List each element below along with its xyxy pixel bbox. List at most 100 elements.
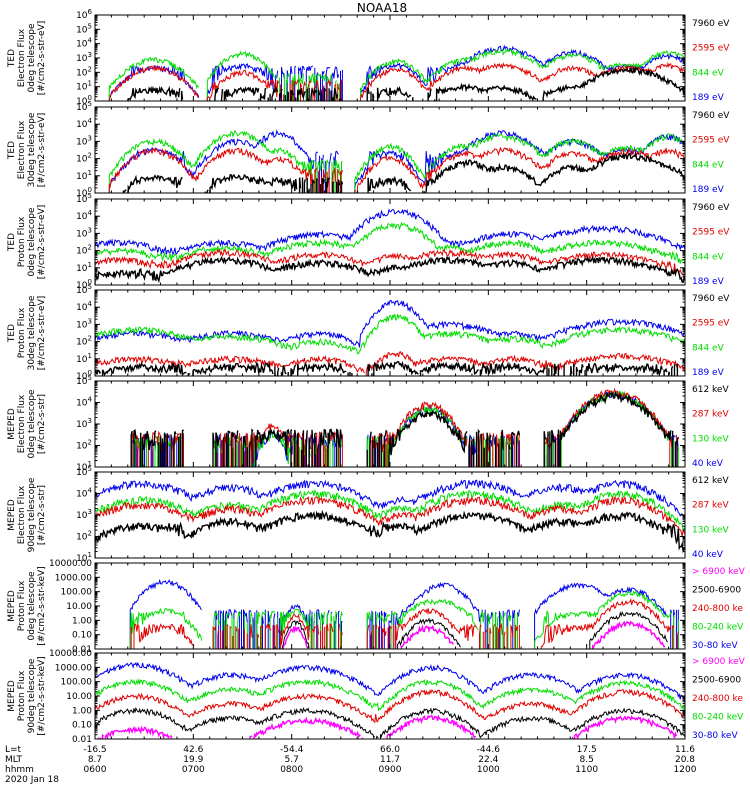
y-tick-label: 0.01 <box>72 645 92 655</box>
y-tick-label: 103 <box>76 508 92 521</box>
legend-entry: 844 eV <box>692 252 725 262</box>
y-tick-label: 10.00 <box>66 602 92 612</box>
x-tick-label: 19.9 <box>183 755 203 765</box>
y-axis-label-line: MEPED <box>7 590 17 622</box>
y-tick-label: 1000.00 <box>55 663 92 673</box>
y-tick-label: 101 <box>76 352 92 365</box>
y-tick-label: 105 <box>76 100 92 113</box>
y-tick-label: 104 <box>76 117 92 130</box>
series-189-ev <box>95 208 685 285</box>
x-tick-label: 11.6 <box>675 745 695 755</box>
legend-entry: 40 keV <box>692 459 724 469</box>
legend-entry: 844 eV <box>692 160 725 170</box>
y-axis-label-line: 0deg telescope <box>27 23 37 93</box>
y-tick-label: 100.00 <box>61 588 93 598</box>
x-tick-label: 0600 <box>84 765 107 775</box>
chart-title: NOAA18 <box>357 1 407 15</box>
legend-entry: 80-240 keV <box>692 713 744 723</box>
legend-entry: 189 eV <box>692 368 725 378</box>
x-axis-row-label: MLT <box>5 755 23 765</box>
x-tick-label: 0900 <box>379 765 402 775</box>
y-axis-label-line: 90deg telescope <box>27 658 37 733</box>
legend-entry: 7960 eV <box>692 203 730 213</box>
x-tick-label: 17.5 <box>577 745 597 755</box>
legend-entry: 2595 eV <box>692 136 730 146</box>
series-80-240-kev <box>95 678 685 739</box>
legend-entry: 189 eV <box>692 185 725 195</box>
series-7960-ev <box>127 66 685 101</box>
series-2500-6900 <box>95 706 685 739</box>
series--6900-kev <box>282 620 666 649</box>
x-tick-label: 11.7 <box>380 755 400 765</box>
series-130-kev <box>95 489 685 558</box>
legend-entry: 844 eV <box>692 343 725 353</box>
y-tick-label: 0.10 <box>72 721 92 731</box>
series-612-kev <box>95 509 685 558</box>
legend-entry: 30-80 keV <box>692 731 738 741</box>
y-tick-label: 105 <box>76 374 92 387</box>
y-axis-label-line: 30deg telescope <box>27 295 37 370</box>
legend-entry: 30-80 keV <box>692 641 738 651</box>
legend-entry: 2595 eV <box>692 228 730 238</box>
y-tick-label: 102 <box>76 439 92 452</box>
y-axis-label-line: Electron Flux <box>17 394 27 453</box>
panel-series <box>95 208 685 285</box>
y-tick-label: 102 <box>76 152 92 165</box>
legend-entry: 2500-6900 <box>692 586 741 596</box>
y-tick-label: 101 <box>76 460 92 473</box>
y-tick-label: 103 <box>76 51 92 64</box>
y-axis-label-line: TED <box>7 141 17 160</box>
y-axis-label-line: Electron Flux <box>17 28 27 87</box>
y-tick-label: 103 <box>76 417 92 430</box>
y-axis-label-line: [#/cm2-s-str-keV] <box>37 656 47 735</box>
y-tick-label: 104 <box>76 209 92 222</box>
legend-entry: > 6900 keV <box>692 657 746 667</box>
x-axis-annotations: L=t -16.5 42.6 -54.4 66.0 -44.6 17.5 11.6 MLT 8.7… <box>5 745 697 785</box>
y-tick-label: 1.00 <box>72 706 92 716</box>
series-844-ev <box>95 313 685 376</box>
x-tick-label: 22.4 <box>478 755 498 765</box>
series-40-kev <box>95 479 685 558</box>
x-tick-label: 5.7 <box>285 755 299 765</box>
legend-entry: > 6900 keV <box>692 567 746 577</box>
y-tick-label: 1000.00 <box>55 573 92 583</box>
y-tick-label: 102 <box>76 335 92 348</box>
y-tick-label: 101 <box>76 551 92 564</box>
y-axis-label-line: Proton Flux <box>17 580 27 631</box>
y-tick-label: 10000.00 <box>49 649 92 659</box>
legend-entry: 7960 eV <box>692 19 730 29</box>
y-tick-label: 1.00 <box>72 616 92 626</box>
x-tick-label: 8.7 <box>88 755 102 765</box>
y-axis-label-line: Proton Flux <box>17 307 27 358</box>
panel-series <box>108 129 685 193</box>
y-axis-label-line: MEPED <box>7 408 17 440</box>
y-tick-label: 102 <box>76 244 92 257</box>
y-axis-label-line: [#/cm2-s-str-keV] <box>37 566 47 645</box>
panel-meped-electron-0deg: 101 102 103 104 105 MEPED Electron Flux 0deg te… <box>7 374 729 473</box>
series-2500-6900 <box>282 610 669 649</box>
legend-entry: 2595 eV <box>692 44 730 54</box>
y-axis-label-line: Electron Flux <box>17 485 27 544</box>
y-axis-label-line: [#/cm2-s-str-eV] <box>37 113 47 188</box>
y-tick-label: 104 <box>76 37 92 50</box>
x-tick-label: 0800 <box>280 765 303 775</box>
panel-ted-electron-30deg: 100 101 102 103 104 105 TED Electron Flux 30deg … <box>7 100 730 199</box>
panel-series <box>130 387 679 467</box>
y-axis-label-line: TED <box>7 324 17 343</box>
panel-series <box>108 44 685 101</box>
legend-entry: 844 eV <box>692 68 725 78</box>
panel-ted-proton-0deg: 100 101 102 103 104 105 TED Proton Flux 0deg tel… <box>7 192 730 291</box>
legend-entry: 189 eV <box>692 93 725 103</box>
y-tick-label: 102 <box>76 65 92 78</box>
panel-meped-proton-90deg: 0.01 0.10 1.00 10.00 100.00 1000.00 10000.00 ME… <box>7 649 746 745</box>
y-axis-label-line: Proton Flux <box>17 216 27 267</box>
legend-entry: 240-800 ke <box>692 694 743 704</box>
series-80-240-kev <box>129 590 679 649</box>
y-axis-label-line: Electron Flux <box>17 120 27 179</box>
y-axis-label-line: TED <box>7 49 17 68</box>
y-axis-label-line: [#/cm2-s-str] <box>37 394 47 454</box>
x-tick-label: 66.0 <box>380 745 400 755</box>
y-tick-label: 101 <box>76 169 92 182</box>
